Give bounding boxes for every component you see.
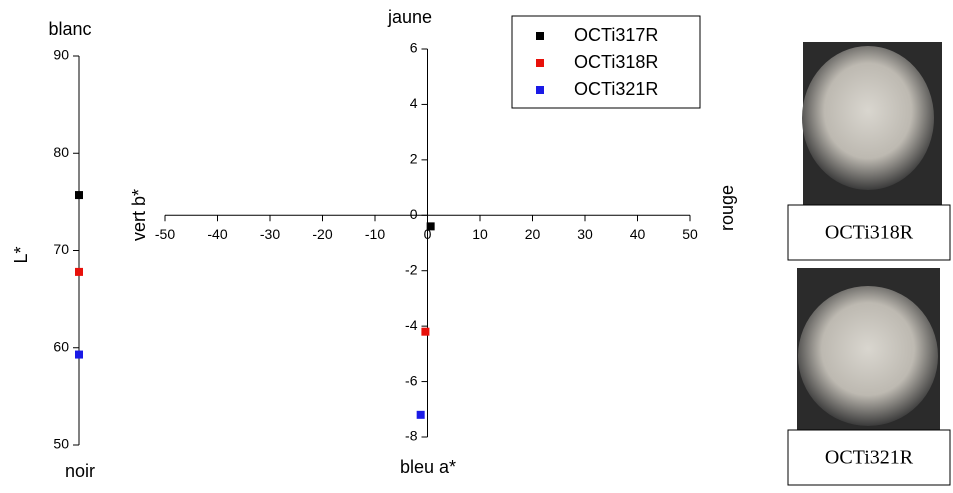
x-tick-label: 0 [424, 226, 432, 242]
marker [421, 327, 430, 336]
x-tick-label: 30 [577, 226, 593, 242]
legend-swatch [536, 59, 544, 67]
marker [75, 350, 83, 359]
x-tick-label: -10 [365, 226, 385, 242]
y-tick-label: 4 [410, 95, 418, 111]
y-tick-label: -6 [405, 372, 418, 388]
x-tick-label: -30 [260, 226, 280, 242]
bottom-label: noir [65, 461, 95, 481]
y-tick-label: 6 [410, 40, 418, 56]
x-tick-label: 40 [630, 226, 646, 242]
legend-swatch [536, 32, 544, 40]
legend-label: OCTi321R [574, 79, 658, 99]
y-tick-label: 90 [53, 47, 69, 63]
y-tick-label: 70 [53, 241, 69, 257]
left-label: vert b* [129, 189, 149, 241]
x-tick-label: 20 [525, 226, 541, 242]
y-tick-label: 50 [53, 436, 69, 452]
caption: OCTi321R [825, 447, 914, 469]
y-tick-label: 80 [53, 144, 69, 160]
caption-box [787, 204, 951, 261]
y-tick-label: 60 [53, 338, 69, 354]
x-tick-label: 50 [682, 226, 698, 242]
y-tick-label: 0 [410, 206, 418, 222]
caption: OCTi318R [825, 222, 914, 244]
y-tick-label: -8 [405, 428, 418, 444]
caption-box [787, 429, 951, 486]
marker [416, 410, 425, 419]
marker [426, 222, 435, 231]
top-label: blanc [48, 19, 91, 39]
x-tick-label: 10 [472, 226, 488, 242]
marker [75, 267, 83, 276]
bottom-label: bleu a* [400, 457, 456, 477]
legend-label: OCTi318R [574, 52, 658, 72]
right-label: rouge [717, 185, 737, 231]
y-tick-label: -4 [405, 317, 418, 333]
powder-photo [802, 46, 934, 190]
powder-photo [798, 286, 938, 426]
marker [75, 191, 83, 200]
legend-label: OCTi317R [574, 25, 658, 45]
legend-swatch [536, 86, 544, 94]
x-tick-label: -40 [207, 226, 227, 242]
y-axis-title: L* [11, 246, 31, 263]
top-label: jaune [387, 7, 432, 27]
y-tick-label: -2 [405, 261, 418, 277]
x-tick-label: -50 [155, 226, 175, 242]
x-tick-label: -20 [312, 226, 332, 242]
y-tick-label: 2 [410, 151, 418, 167]
